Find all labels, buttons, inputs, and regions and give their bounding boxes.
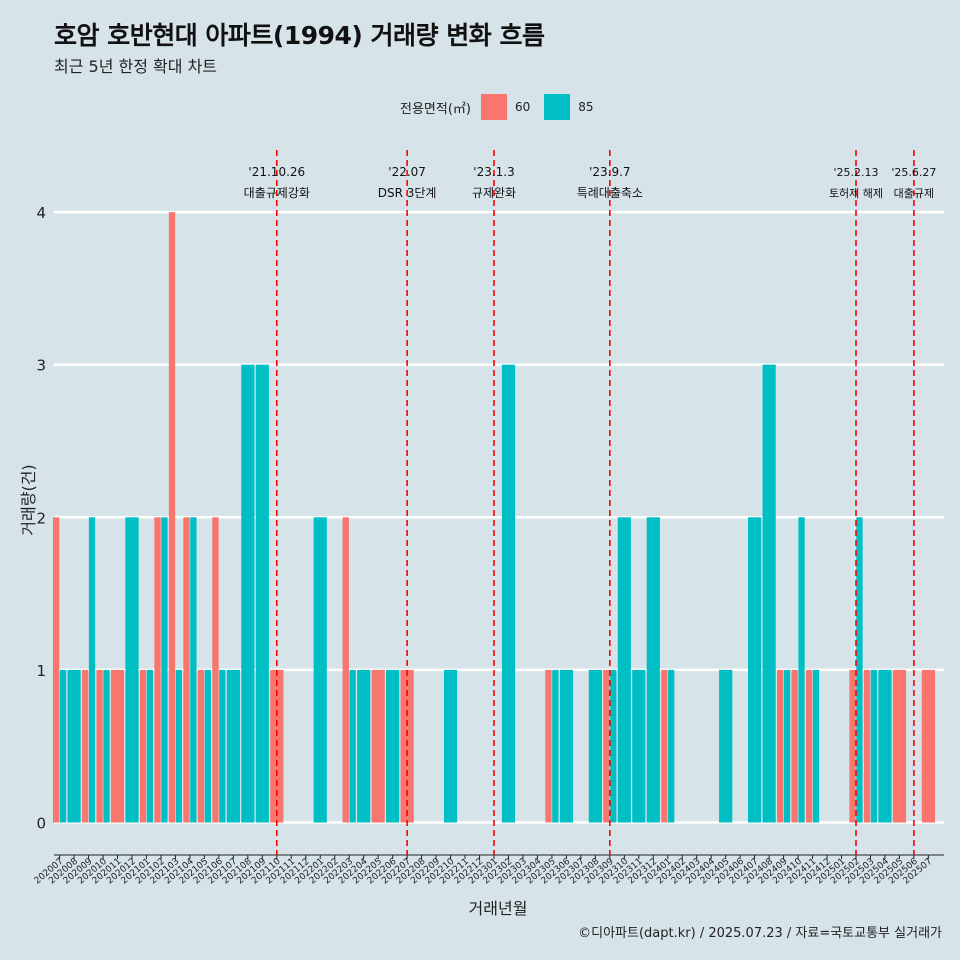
policy-label-202502: 토허제 해제 bbox=[829, 186, 883, 200]
bar-85-202502 bbox=[856, 517, 863, 823]
bar-85-202401 bbox=[668, 669, 675, 823]
bar-85-202407 bbox=[748, 517, 762, 823]
bar-85-202411 bbox=[812, 669, 820, 823]
bar-85-202106 bbox=[219, 669, 226, 823]
bar-85-202108 bbox=[241, 364, 255, 823]
policy-date-202506: '25.6.27 bbox=[891, 166, 936, 179]
bar-85-202309 bbox=[610, 669, 617, 823]
bar-85-202409 bbox=[783, 669, 791, 823]
bar-85-202308 bbox=[588, 669, 602, 823]
legend-key-60 bbox=[480, 94, 507, 120]
chart-subtitle: 최근 5년 한정 확대 차트 bbox=[54, 57, 218, 76]
bar-60-202110 bbox=[270, 669, 284, 823]
bar-85-202012 bbox=[125, 517, 139, 823]
bar-60-202503 bbox=[863, 669, 871, 823]
bar-60-202103 bbox=[168, 212, 176, 823]
y-axis-title: 거래량(건) bbox=[19, 464, 38, 535]
bar-85-202504 bbox=[878, 669, 892, 823]
bar-85-202107 bbox=[226, 669, 240, 823]
policy-label-202506: 대출규제 bbox=[894, 187, 934, 200]
legend: 전용면적(㎡) 60 85 bbox=[400, 93, 608, 121]
policy-label-202207: DSR 3단계 bbox=[378, 186, 437, 200]
bar-60-202106 bbox=[212, 517, 219, 823]
legend-label-60: 60 bbox=[514, 100, 531, 114]
bar-60-202102 bbox=[154, 517, 161, 823]
bar-85-202302 bbox=[501, 364, 516, 823]
bar-85-202410 bbox=[798, 517, 805, 823]
bar-60-202507 bbox=[921, 669, 935, 823]
bar-85-202105 bbox=[204, 669, 211, 823]
bar-85-202109 bbox=[255, 364, 269, 823]
y-tick-label: 0 bbox=[36, 815, 46, 833]
bar-60-202011 bbox=[110, 669, 125, 823]
bar-85-202101 bbox=[146, 669, 154, 823]
bar-85-202103 bbox=[175, 669, 183, 823]
bar-85-202408 bbox=[762, 364, 776, 823]
bar-85-202305 bbox=[552, 669, 559, 823]
bar-60-202505 bbox=[892, 669, 907, 823]
bar-60-202205 bbox=[371, 669, 385, 823]
bar-85-202310 bbox=[617, 517, 631, 823]
y-tick-label: 4 bbox=[36, 204, 46, 222]
legend-label-85: 85 bbox=[578, 100, 594, 114]
bar-60-202409 bbox=[777, 669, 784, 823]
bar-85-202008 bbox=[67, 669, 81, 823]
bar-60-202104 bbox=[183, 517, 190, 823]
bar-85-202201 bbox=[313, 517, 327, 823]
bar-60-202410 bbox=[791, 669, 798, 823]
bar-85-202104 bbox=[190, 517, 197, 823]
bar-60-202305 bbox=[545, 669, 552, 823]
y-tick-label: 2 bbox=[36, 509, 46, 527]
bar-85-202210 bbox=[443, 669, 458, 823]
policy-date-202309: '23.9.7 bbox=[589, 165, 630, 179]
bar-85-202203 bbox=[349, 669, 356, 823]
legend-title: 전용면적(㎡) bbox=[400, 101, 471, 117]
bar-60-202101 bbox=[139, 669, 147, 823]
y-tick-label: 1 bbox=[36, 662, 46, 680]
policy-label-202110: 대출규제강화 bbox=[244, 186, 310, 200]
bar-60-202207 bbox=[400, 669, 414, 823]
bar-60-202009 bbox=[81, 669, 89, 823]
policy-date-202207: '22.07 bbox=[388, 165, 426, 179]
bar-85-202009 bbox=[88, 517, 96, 823]
bar-60-202203 bbox=[342, 517, 349, 823]
source-caption: ©디아파트(dapt.kr) / 2025.07.23 / 자료=국토교통부 실… bbox=[578, 926, 942, 941]
bar-85-202007 bbox=[59, 669, 67, 823]
bar-85-202102 bbox=[161, 517, 168, 823]
legend-key-85 bbox=[544, 94, 571, 120]
policy-date-202502: '25.2.13 bbox=[833, 166, 878, 179]
bar-85-202010 bbox=[103, 669, 110, 823]
y-tick-label: 3 bbox=[36, 357, 46, 375]
policy-label-202309: 특례대출축소 bbox=[577, 186, 643, 200]
bar-60-202502 bbox=[849, 669, 856, 823]
bar-85-202503 bbox=[870, 669, 878, 823]
policy-date-202301: '23.1.3 bbox=[473, 165, 514, 179]
bar-85-202306 bbox=[559, 669, 573, 823]
bar-85-202405 bbox=[719, 669, 733, 823]
bar-60-202010 bbox=[96, 669, 103, 823]
bar-60-202401 bbox=[661, 669, 668, 823]
bar-60-202309 bbox=[603, 669, 610, 823]
policy-date-202110: '21.10.26 bbox=[248, 165, 305, 179]
policy-label-202301: 규제완화 bbox=[472, 186, 516, 200]
bar-60-202411 bbox=[805, 669, 813, 823]
bar-85-202311 bbox=[632, 669, 646, 823]
chart-title: 호암 호반현대 아파트(1994) 거래량 변화 흐름 bbox=[54, 21, 545, 50]
bar-85-202204 bbox=[357, 669, 371, 823]
bar-85-202206 bbox=[386, 669, 400, 823]
bar-60-202105 bbox=[197, 669, 205, 823]
x-axis-title: 거래년월 bbox=[469, 899, 528, 918]
bar-60-202007 bbox=[53, 517, 60, 823]
bar-85-202312 bbox=[646, 517, 660, 823]
